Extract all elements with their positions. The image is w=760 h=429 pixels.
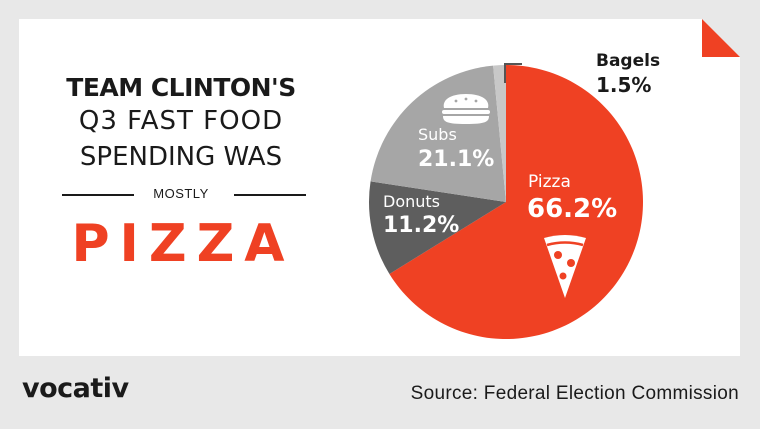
pie-slice-donuts [368, 181, 506, 274]
divider-rule-left [62, 194, 134, 196]
corner-triangle-icon [702, 19, 740, 57]
mostly-divider: MOSTLY [56, 186, 306, 202]
headline-line-3: SPENDING WAS [79, 142, 283, 172]
bagels-value-label: 1.5% [596, 73, 651, 97]
donuts-name-label: Donuts [383, 192, 440, 211]
donuts-value-label: 11.2% [383, 213, 459, 238]
divider-rule-right [234, 194, 306, 196]
vocativ-logo: vocativ [22, 373, 129, 404]
pie-slice-bagels [493, 65, 506, 202]
headline-line-2: Q3 FAST FOOD [78, 106, 284, 136]
source-credit: Source: Federal Election Commission [410, 383, 739, 404]
pie-slice-pizza [389, 65, 644, 339]
mostly-label: MOSTLY [153, 186, 209, 201]
headline-emphasis: PIZZA [71, 214, 295, 274]
subs-name-label: Subs [418, 125, 457, 144]
pizza-name-label: Pizza [528, 172, 571, 192]
bagels-name-label: Bagels [596, 51, 660, 71]
pizza-slice-icon [544, 235, 586, 298]
sub-sandwich-icon [442, 94, 490, 124]
subs-value-label: 21.1% [418, 147, 494, 172]
pizza-value-label: 66.2% [527, 194, 617, 224]
headline-line-1: TEAM CLINTON'S [66, 73, 296, 102]
